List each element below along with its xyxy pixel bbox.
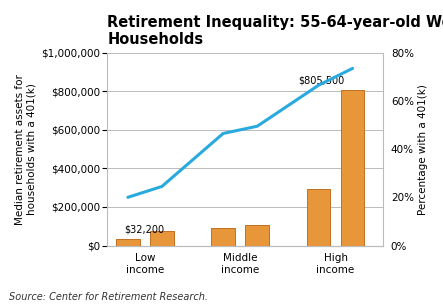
Text: Retirement Inequality: 55-64-year-old Working
Households: Retirement Inequality: 55-64-year-old Wo… [107, 15, 443, 47]
Bar [307, 188, 330, 246]
Bar [116, 239, 140, 246]
Bar [245, 225, 269, 246]
Y-axis label: Median retirement assets for
households with a 401(k): Median retirement assets for households … [15, 74, 37, 224]
Text: $805,500: $805,500 [298, 76, 344, 85]
Text: Source: Center for Retirement Research.: Source: Center for Retirement Research. [9, 292, 208, 302]
Bar [150, 231, 174, 246]
Text: $32,200: $32,200 [124, 225, 164, 235]
Y-axis label: Percentage with a 401(k): Percentage with a 401(k) [418, 84, 428, 214]
Bar [211, 228, 235, 246]
Bar [341, 90, 365, 246]
